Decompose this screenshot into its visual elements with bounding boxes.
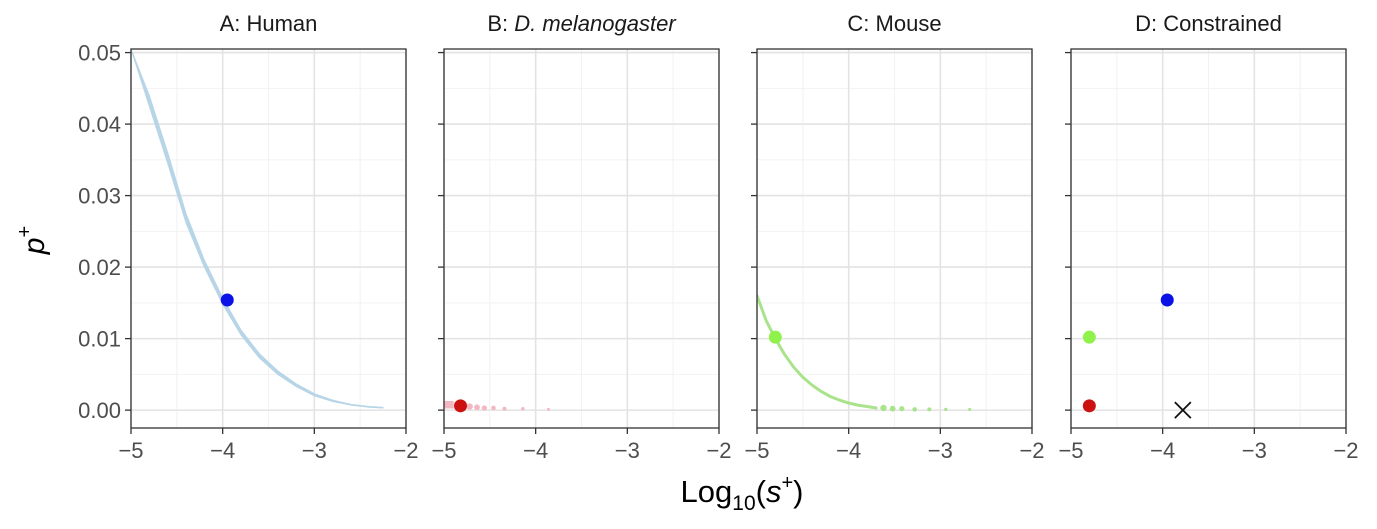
panel-a-point-estimate-1-point: [220, 293, 234, 307]
panel-d: −5 −4 −3 −2 D: Constrained: [1058, 11, 1358, 463]
panel-d-x-tick-label: −5: [1058, 438, 1083, 463]
panel-c-posterior-cloud-0-point: [899, 406, 905, 412]
panel-a-y-tick-label: 0.03: [78, 184, 121, 209]
panel-b: −5 −4 −3 −2 B: D. melanogaster: [431, 11, 731, 463]
panel-c-posterior-cloud-0-line: [757, 294, 878, 410]
panel-c-title: C: Mouse: [847, 11, 941, 36]
panel-b-posterior-cloud-0-point: [474, 404, 480, 411]
panel-c-point-estimate-1-point: [768, 330, 782, 344]
panel-a-x-tick-label: −4: [210, 438, 235, 463]
panel-c-posterior-cloud-0-point: [968, 407, 972, 411]
panel-c-x-tick-label: −5: [744, 438, 769, 463]
panel-b-x-tick-label: −3: [615, 438, 640, 463]
panel-b-posterior-cloud-0-point: [466, 403, 473, 410]
x-axis-label-paren-open: (: [756, 474, 767, 509]
panel-a-posterior-cloud-0-band: [131, 49, 384, 409]
panel-c-posterior-cloud-0-point: [889, 405, 896, 412]
panel-b-title-italic: D. melanogaster: [514, 11, 677, 36]
panel-d-cross-marker-3-marker-stroke-b: [1174, 401, 1192, 419]
panel-d-x-tick-label: −3: [1242, 438, 1267, 463]
panel-a-x-tick-label: −3: [302, 438, 327, 463]
panel-a: 0.00 0.01 0.02 0.03 0.04 0.05 −5 −4 −3 −2 A: Human: [78, 11, 418, 463]
panel-a-x-tick-label: −5: [118, 438, 143, 463]
panel-c-posterior-cloud-0-point: [927, 407, 932, 412]
y-axis-label-var: p: [18, 238, 51, 256]
panel-d-x-tick-label: −2: [1333, 438, 1358, 463]
panel-d-data: [1082, 293, 1192, 419]
x-axis-label-var: s: [766, 474, 782, 509]
x-axis-label-sub: 10: [732, 492, 755, 515]
panel-a-border: [130, 48, 407, 429]
panel-c-data: [757, 294, 972, 412]
panel-d-point-estimate-1-point: [1082, 330, 1096, 344]
panel-b-posterior-cloud-0-point: [491, 405, 496, 411]
panel-a-y-tick-label: 0.04: [78, 112, 121, 137]
panel-b-posterior-cloud-0-point: [521, 406, 525, 411]
panel-b-title: B: D. melanogaster: [487, 11, 677, 36]
panel-b-posterior-cloud-0-point: [502, 406, 507, 411]
panel-d-point-estimate-2-point: [1082, 399, 1096, 413]
panel-b-point-estimate-1-point: [454, 399, 467, 413]
panel-c-x-tick-label: −3: [928, 438, 953, 463]
panel-c-posterior-cloud-0-point: [880, 404, 887, 412]
panel-a-data: [131, 49, 384, 409]
panel-b-data: [444, 399, 550, 413]
x-axis-label-paren-close: ): [793, 474, 803, 509]
x-axis-label-sup: +: [781, 472, 793, 494]
panel-b-border: [443, 48, 720, 429]
y-axis-label: p+: [14, 226, 51, 255]
panel-a-y-tick-label: 0.00: [78, 398, 121, 423]
panel-b-x-tick-label: −4: [523, 438, 548, 463]
panel-d-x-tick-label: −4: [1150, 438, 1175, 463]
panel-a-x-tick-label: −2: [393, 438, 418, 463]
panel-b-x-tick-label: −5: [431, 438, 456, 463]
panel-a-y-tick-label: 0.01: [78, 327, 121, 352]
panel-c: −5 −4 −3 −2 C: Mouse: [744, 11, 1044, 463]
panel-c-posterior-cloud-0-point: [912, 407, 917, 412]
panel-b-title-prefix: B:: [487, 11, 514, 36]
x-axis-label-main: Log: [681, 474, 733, 509]
panel-c-x-tick-label: −2: [1019, 438, 1044, 463]
panel-d-border: [1070, 48, 1347, 429]
panels: 0.00 0.01 0.02 0.03 0.04 0.05 −5 −4 −3 −2 A: Human…: [78, 11, 1358, 463]
panel-c-border: [756, 48, 1033, 429]
x-axis-label: Log10(s+): [681, 472, 804, 515]
panel-d-title: D: Constrained: [1135, 11, 1282, 36]
panel-d-point-estimate-0-point: [1160, 293, 1174, 307]
panel-c-posterior-cloud-0-point: [944, 407, 948, 412]
panel-a-y-tick-label: 0.02: [78, 255, 121, 280]
panel-b-posterior-cloud-0-band: [444, 401, 454, 409]
panel-b-posterior-cloud-0-point: [547, 407, 550, 411]
y-axis-label-sup: +: [14, 226, 36, 238]
panel-c-x-tick-label: −4: [836, 438, 861, 463]
panel-b-x-tick-label: −2: [706, 438, 731, 463]
panel-a-title: A: Human: [220, 11, 318, 36]
panel-a-y-tick-label: 0.05: [78, 41, 121, 66]
panel-b-posterior-cloud-0-point: [481, 405, 487, 411]
